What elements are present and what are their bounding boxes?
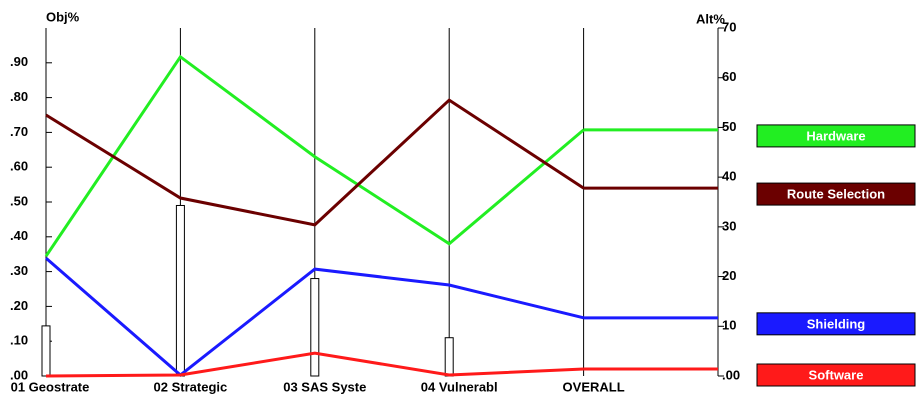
series-line [45,257,584,377]
legend-label: Route Selection [787,187,885,202]
y-axis-label: Obj% [46,9,80,24]
y2-tick-label: 30 [722,218,736,233]
bar [310,278,320,377]
y2-tick-label: .00 [722,367,740,382]
series-line [44,54,585,258]
y2-tick-label: 70 [722,19,736,34]
y2-tick-label: 20 [722,268,736,283]
y-tick-label: .40 [10,228,28,243]
legend-label: Shielding [807,316,866,331]
y2-tick-label: 50 [722,119,736,134]
legend-label: Software [809,367,864,382]
y2-axis-label: Alt% [696,11,725,26]
y-tick-label: .60 [10,159,28,174]
x-tick-label: 03 SAS Syste [283,379,366,394]
legend-label: Hardware [806,128,865,143]
y2-tick-label: 60 [722,69,736,84]
legend-item: Shielding [756,312,916,336]
y2-tick-label: 40 [722,169,736,184]
y-tick-label: .80 [10,89,28,104]
legend-swatch [756,363,916,387]
bar [41,325,51,377]
bar [444,337,454,377]
legend-item: Software [756,363,916,387]
y-tick-label: .70 [10,124,28,139]
y-tick-label: .00 [10,367,28,382]
legend-item: Route Selection [756,182,916,206]
y-tick-label: .30 [10,263,28,278]
legend-swatch [756,182,916,206]
y-tick-label: .10 [10,333,28,348]
legend-swatch [756,312,916,336]
y-tick-label: .90 [10,54,28,69]
x-tick-label: 02 Strategic [154,379,228,394]
series-line [45,351,584,378]
x-tick-label: OVERALL [563,379,625,394]
legend-swatch [756,124,916,148]
y-tick-label: .50 [10,193,28,208]
legend-item: Hardware [756,124,916,148]
x-tick-label: 04 Vulnerabl [421,379,498,394]
series-line [45,98,585,227]
x-tick-label: 01 Geostrate [11,379,90,394]
bar [175,204,185,377]
y2-tick-label: 10 [722,318,736,333]
y-tick-label: .20 [10,298,28,313]
